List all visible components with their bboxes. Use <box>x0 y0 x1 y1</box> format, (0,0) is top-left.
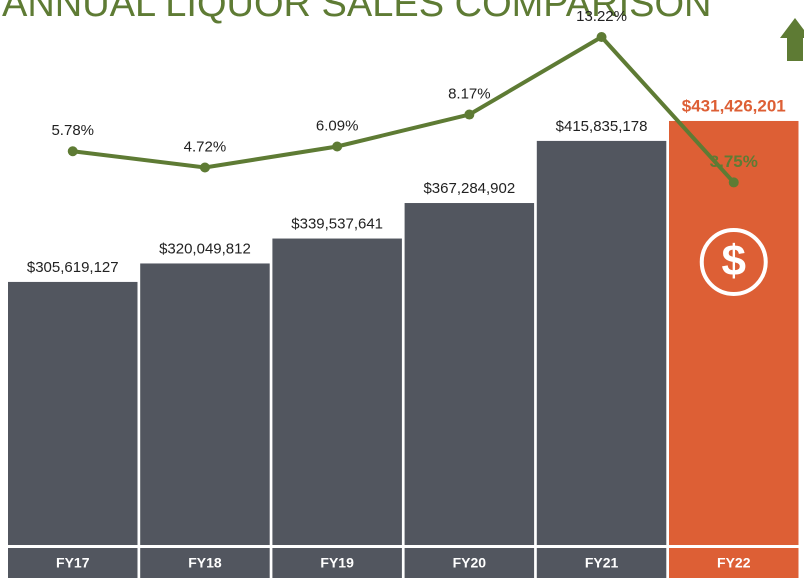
line-value-label: 8.17% <box>448 86 491 103</box>
x-tick-label: FY17 <box>56 555 90 571</box>
category-band <box>272 548 402 578</box>
line-value-label: 5.78% <box>51 122 94 139</box>
bar-value-label: $415,835,178 <box>556 118 648 135</box>
bar-value-label: $367,284,902 <box>423 180 515 197</box>
category-band <box>536 548 667 578</box>
line-point <box>596 31 607 42</box>
line-value-label: 13.22% <box>576 8 627 25</box>
x-tick-label: FY20 <box>453 555 487 571</box>
x-tick-label: FY18 <box>188 555 222 571</box>
line-value-label: 3.75% <box>710 152 758 171</box>
bar <box>140 263 270 545</box>
line-point <box>332 141 343 152</box>
bar-value-label: $305,619,127 <box>27 259 119 276</box>
x-tick-label: FY22 <box>717 555 751 571</box>
bar-value-label: $320,049,812 <box>159 240 251 257</box>
bar <box>272 238 402 546</box>
bar <box>669 120 799 545</box>
category-band <box>669 548 799 578</box>
bar <box>536 140 667 546</box>
x-tick-label: FY19 <box>320 555 354 571</box>
icon-glyph: $ <box>722 237 746 286</box>
bar-value-label: $431,426,201 <box>682 96 786 115</box>
bar-value-label: $339,537,641 <box>291 216 383 233</box>
line-point <box>728 177 739 188</box>
line-point <box>464 109 475 120</box>
line <box>72 34 736 184</box>
dollar-icon: $ <box>699 228 768 296</box>
category-band <box>140 548 270 578</box>
line-point <box>199 162 210 173</box>
line-value-label: 4.72% <box>184 138 227 155</box>
line-value-label: 6.09% <box>316 117 359 134</box>
bar <box>8 281 138 545</box>
chart-title: ANNUAL LIQUOR SALES COMPARISON <box>2 0 712 25</box>
line-point <box>67 146 78 157</box>
icon-circle <box>699 228 768 296</box>
bar <box>404 203 535 546</box>
category-band <box>404 548 535 578</box>
category-band <box>8 548 138 578</box>
up-arrow <box>780 18 804 61</box>
x-tick-label: FY21 <box>585 555 619 571</box>
